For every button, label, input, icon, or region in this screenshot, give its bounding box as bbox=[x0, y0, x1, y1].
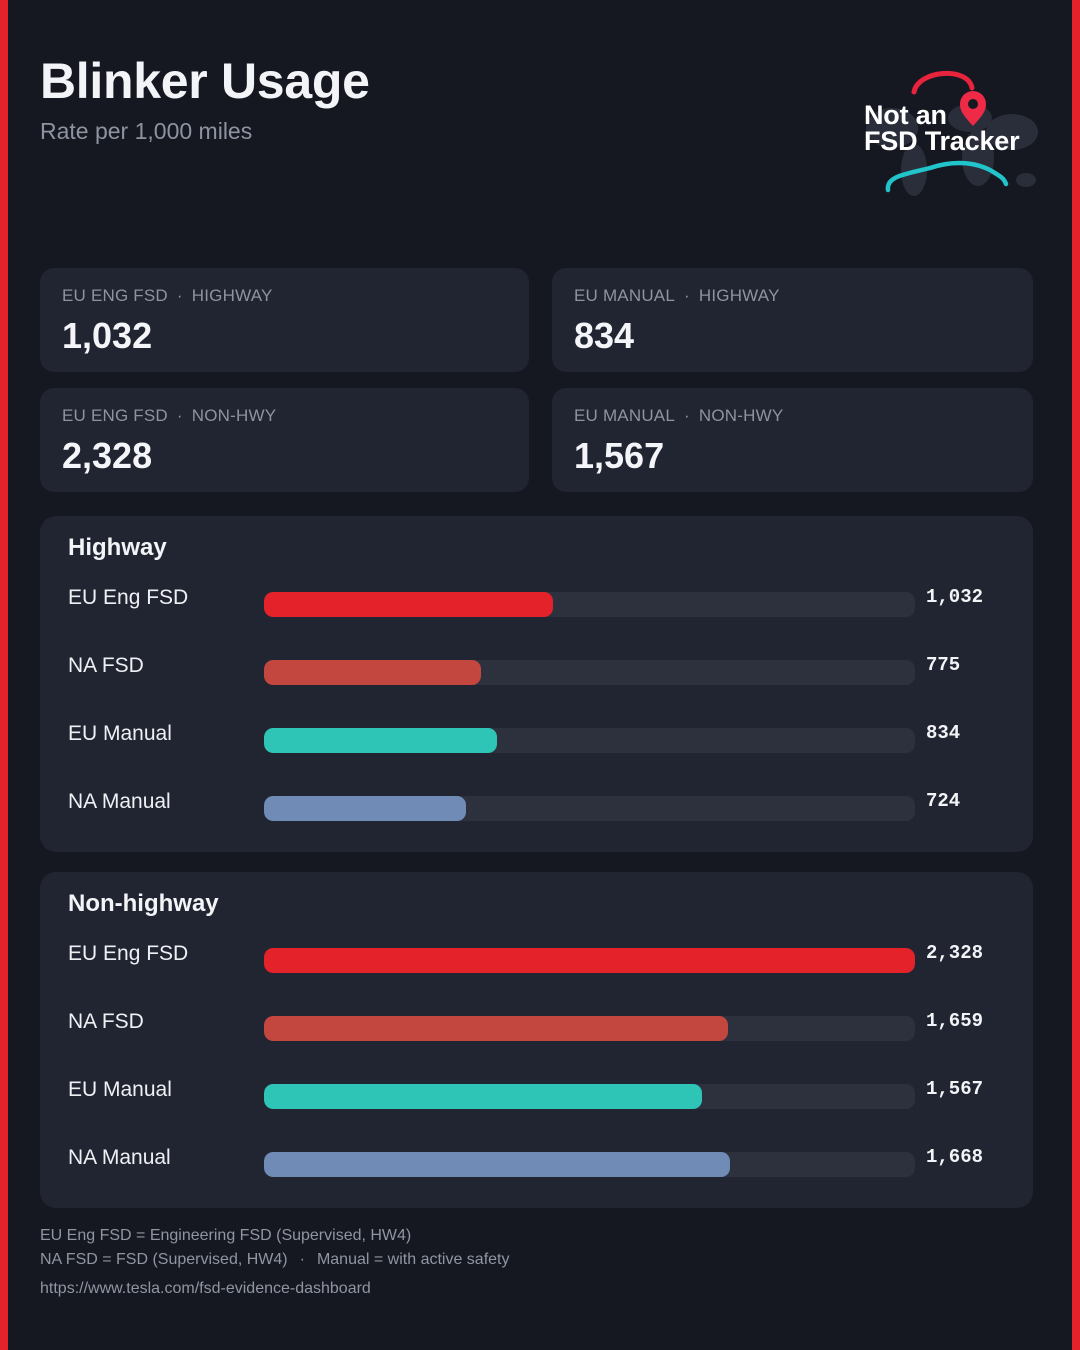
logo-line-2: FSD Tracker bbox=[864, 126, 1020, 156]
stat-label-road: HIGHWAY bbox=[191, 286, 273, 305]
bar-track bbox=[264, 1152, 915, 1177]
left-accent-border bbox=[0, 0, 8, 1350]
stat-card-eu-manual-non-hwy: EU MANUAL · NON-HWY 1,567 bbox=[552, 388, 1033, 492]
highway-chart-panel: Highway EU Eng FSD 1,032 NA FSD 775 EU Manua… bbox=[40, 516, 1033, 852]
right-accent-border bbox=[1072, 0, 1080, 1350]
arc-icon bbox=[911, 71, 975, 95]
chart-title: Non-highway bbox=[68, 890, 219, 917]
bar-track bbox=[264, 796, 915, 821]
bar-value-label: 1,659 bbox=[926, 1010, 984, 1032]
footnotes: EU Eng FSD = Engineering FSD (Supervised… bbox=[40, 1224, 510, 1272]
non-highway-chart-panel: Non-highway EU Eng FSD 2,328 NA FSD 1,659 EU… bbox=[40, 872, 1033, 1208]
car-silhouette-icon bbox=[885, 160, 1009, 193]
page-title: Blinker Usage bbox=[40, 53, 370, 109]
stat-label: EU MANUAL · HIGHWAY bbox=[574, 286, 780, 305]
page-subtitle: Rate per 1,000 miles bbox=[40, 118, 253, 144]
bar-row: NA Manual 1,668 bbox=[40, 1146, 1033, 1177]
brand-logo: Not an FSD Tracker bbox=[852, 66, 1048, 216]
bar-label: NA Manual bbox=[68, 1146, 171, 1169]
bar-label: EU Manual bbox=[68, 722, 172, 745]
footnote-2: NA FSD = FSD (Supervised, HW4) · Manual = … bbox=[40, 1248, 510, 1272]
bar-value-label: 1,668 bbox=[926, 1146, 984, 1168]
stat-label-road: NON-HWY bbox=[191, 406, 277, 425]
bar-track bbox=[264, 1016, 915, 1041]
footnote-2a: NA FSD = FSD (Supervised, HW4) bbox=[40, 1251, 288, 1268]
bar-value-label: 724 bbox=[926, 790, 961, 812]
stat-label-group: EU ENG FSD bbox=[62, 406, 168, 425]
stat-label-group: EU MANUAL bbox=[574, 286, 675, 305]
footnote-1: EU Eng FSD = Engineering FSD (Supervised… bbox=[40, 1227, 412, 1244]
bar-track bbox=[264, 1084, 915, 1109]
stat-card-eu-manual-highway: EU MANUAL · HIGHWAY 834 bbox=[552, 268, 1033, 372]
bar-value-label: 2,328 bbox=[926, 942, 984, 964]
bar-row: NA Manual 724 bbox=[40, 790, 1033, 821]
bar-row: EU Manual 834 bbox=[40, 722, 1033, 753]
bar bbox=[264, 660, 481, 685]
stat-label: EU ENG FSD · HIGHWAY bbox=[62, 286, 273, 305]
bar-track bbox=[264, 728, 915, 753]
bar bbox=[264, 1016, 728, 1041]
bar-value-label: 775 bbox=[926, 654, 961, 676]
stat-label-group: EU MANUAL bbox=[574, 406, 675, 425]
bar-row: EU Eng FSD 2,328 bbox=[40, 942, 1033, 973]
bar-value-label: 834 bbox=[926, 722, 961, 744]
bar bbox=[264, 728, 497, 753]
stat-label-group: EU ENG FSD bbox=[62, 286, 168, 305]
stat-value: 1,567 bbox=[574, 435, 665, 476]
footnote-2b: Manual = with active safety bbox=[316, 1251, 510, 1268]
stat-value: 1,032 bbox=[62, 315, 153, 356]
stat-label-road: NON-HWY bbox=[698, 406, 784, 425]
bar-row: NA FSD 1,659 bbox=[40, 1010, 1033, 1041]
world-map-icon bbox=[866, 71, 1038, 196]
bar-label: NA FSD bbox=[68, 1010, 144, 1033]
stat-label: EU MANUAL · NON-HWY bbox=[574, 406, 784, 425]
logo-line-1: Not an bbox=[864, 100, 947, 130]
stat-value: 2,328 bbox=[62, 435, 153, 476]
bar-track bbox=[264, 592, 915, 617]
bar-label: NA Manual bbox=[68, 790, 171, 813]
bar-label: EU Eng FSD bbox=[68, 942, 189, 965]
stat-value: 834 bbox=[574, 315, 635, 356]
brand-logo-text: Not an FSD Tracker bbox=[864, 100, 1020, 156]
bar bbox=[264, 1084, 702, 1109]
stat-label-road: HIGHWAY bbox=[698, 286, 780, 305]
source-url[interactable]: https://www.tesla.com/fsd-evidence-dashb… bbox=[40, 1280, 371, 1297]
bar bbox=[264, 592, 553, 617]
bar-label: NA FSD bbox=[68, 654, 144, 677]
bar-row: EU Eng FSD 1,032 bbox=[40, 586, 1033, 617]
bar-track bbox=[264, 948, 915, 973]
bar bbox=[264, 796, 466, 821]
bar bbox=[264, 1152, 730, 1177]
location-pin-icon bbox=[960, 91, 986, 126]
bar-label: EU Manual bbox=[68, 1078, 172, 1101]
bar-value-label: 1,567 bbox=[926, 1078, 984, 1100]
bar bbox=[264, 948, 915, 973]
footnote-separator: · bbox=[299, 1251, 305, 1268]
chart-title: Highway bbox=[68, 534, 167, 561]
bar-value-label: 1,032 bbox=[926, 586, 984, 608]
bar-track bbox=[264, 660, 915, 685]
bar-row: NA FSD 775 bbox=[40, 654, 1033, 685]
stat-label: EU ENG FSD · NON-HWY bbox=[62, 406, 277, 425]
stat-card-eu-eng-fsd-highway: EU ENG FSD · HIGHWAY 1,032 bbox=[40, 268, 529, 372]
stat-card-eu-eng-fsd-non-hwy: EU ENG FSD · NON-HWY 2,328 bbox=[40, 388, 529, 492]
bar-label: EU Eng FSD bbox=[68, 586, 189, 609]
bar-row: EU Manual 1,567 bbox=[40, 1078, 1033, 1109]
